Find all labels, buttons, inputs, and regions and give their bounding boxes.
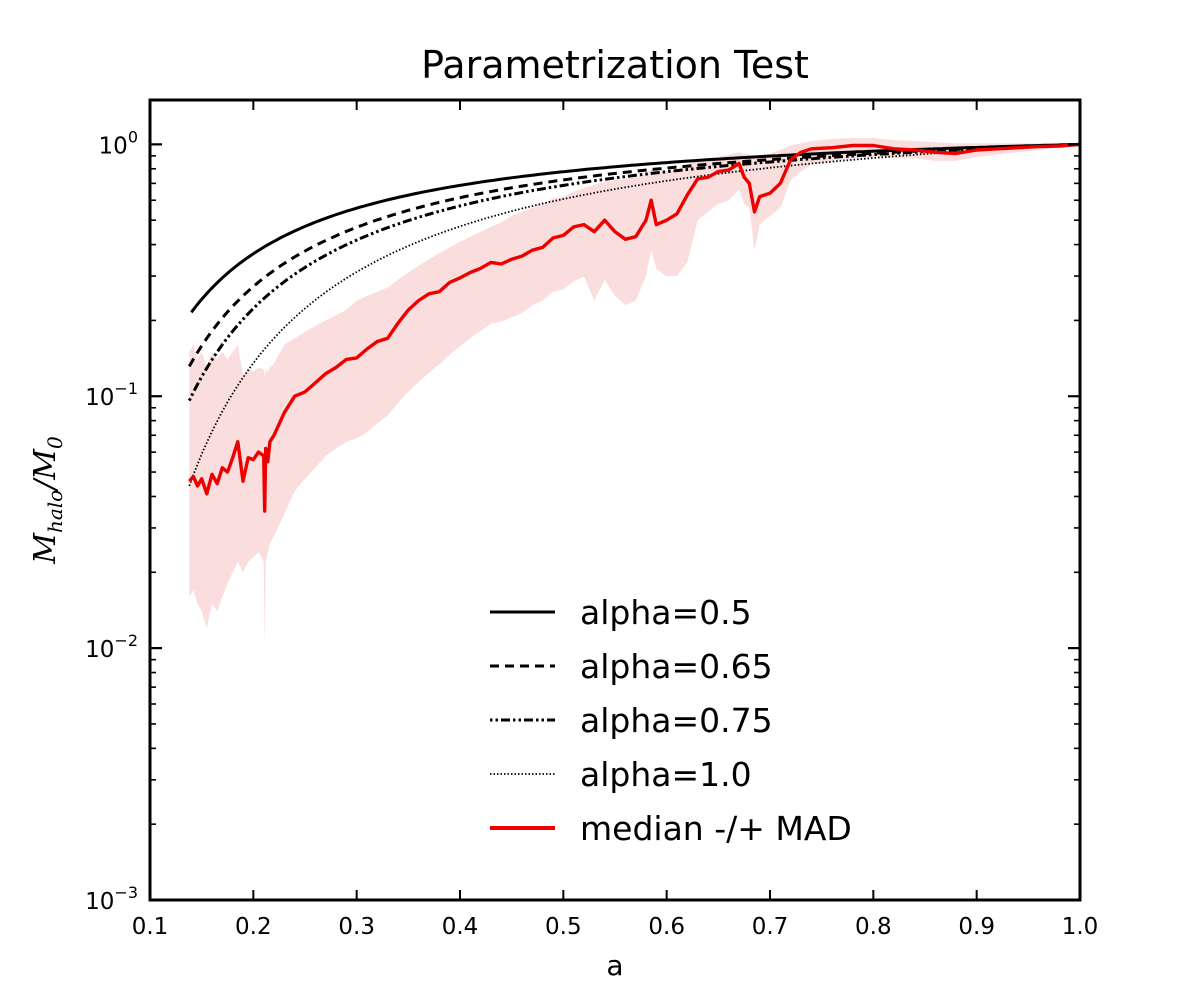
mad-band (189, 138, 1080, 649)
y-tick-exponent: −3 (114, 883, 138, 902)
y-tick-label: 10−1 (85, 379, 138, 411)
chart-title: Parametrization Test (421, 43, 809, 87)
x-tick-label: 0.3 (338, 914, 375, 940)
y-tick-base: 10 (85, 385, 114, 411)
y-axis-label: Mhalo/M0 (28, 436, 67, 565)
x-tick-label: 0.8 (855, 914, 892, 940)
y-tick-exponent: 0 (128, 127, 138, 146)
median-line-layer (188, 142, 1080, 513)
x-tick-label: 1.0 (1062, 914, 1099, 940)
x-tick-label: 0.2 (235, 914, 272, 940)
plot-frame (148, 98, 1082, 902)
series-line-alpha-0-5 (190, 142, 1080, 314)
median-line (188, 142, 1080, 513)
legend-label: median -/+ MAD (580, 809, 852, 848)
y-label-sub-halo: halo (43, 490, 67, 533)
x-tick-label: 0.5 (545, 914, 582, 940)
y-tick-label: 10−2 (85, 631, 138, 663)
x-tick-label: 0.9 (958, 914, 995, 940)
y-tick-exponent: −2 (114, 631, 138, 650)
x-tick-label: 0.1 (132, 914, 169, 940)
legend-label: alpha=0.5 (580, 593, 752, 632)
y-label-base: M (28, 532, 63, 565)
y-tick-base: 10 (99, 133, 128, 159)
legend-label: alpha=1.0 (580, 755, 752, 794)
x-tick-label: 0.4 (442, 914, 479, 940)
x-axis-label: a (606, 949, 623, 982)
y-tick-exponent: −1 (114, 379, 138, 398)
axis-ticks: 0.1 0.2 0.3 0.4 0.5 0.6 0.7 0.8 0.9 1.010−310−210… (85, 100, 1098, 940)
y-tick-base: 10 (85, 637, 114, 663)
legend: alpha=0.5 alpha=0.65 alpha=0.75 alpha=1.0 me… (490, 593, 852, 848)
x-tick-label: 0.7 (752, 914, 789, 940)
x-tick-label: 0.6 (648, 914, 685, 940)
series-line-alpha-0-65 (187, 142, 1080, 368)
mad-band-layer (189, 138, 1080, 649)
y-tick-base: 10 (85, 889, 114, 915)
y-tick-label: 10−3 (85, 883, 138, 915)
legend-label: alpha=0.75 (580, 701, 773, 740)
y-label-mid: /M (28, 448, 63, 493)
y-label-sub-0: 0 (43, 436, 67, 449)
y-tick-label: 100 (99, 127, 138, 159)
legend-label: alpha=0.65 (580, 647, 773, 686)
